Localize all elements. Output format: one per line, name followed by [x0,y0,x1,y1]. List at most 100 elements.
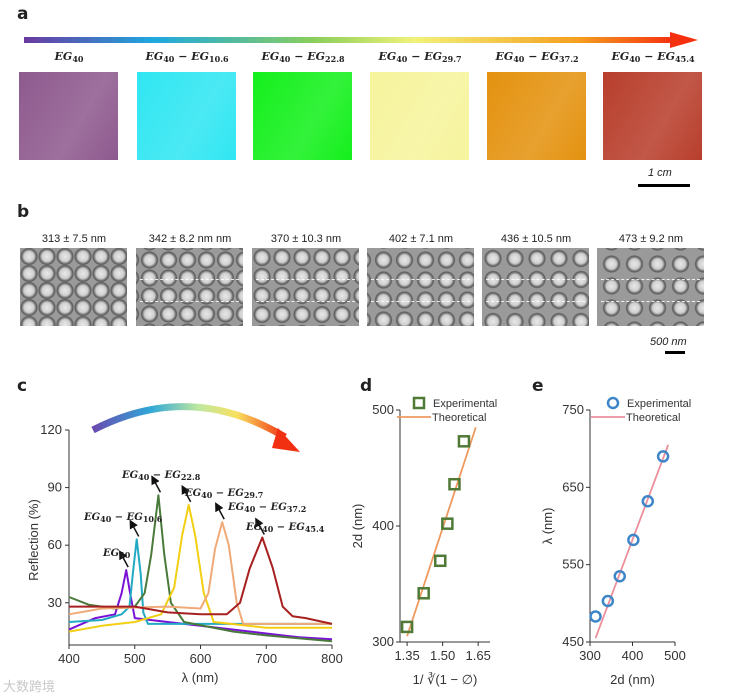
d-y-tick-label: 300 [372,634,394,649]
sem-image [367,248,474,326]
spectrum-label: EG40 [103,548,131,560]
sample-label: EG40 − EG10.6 [145,50,229,64]
panel-e-label: e [532,376,544,396]
d-legend-theoretical: Theoretical [432,412,486,424]
d-theoretical-line [406,427,477,637]
dashed-row-line [371,279,470,281]
panel-b-label: b [17,202,30,222]
d-x-tick-label: 1.35 [394,648,419,663]
e-data-point [641,495,655,508]
d-x-axis-label: 1/ ∛(1 − ∅) [413,672,478,687]
panel-d-label: d [360,376,373,396]
d-legend-marker [412,396,426,410]
e-theoretical-line [594,444,670,639]
particle-size-label: 436 ± 10.5 nm [500,233,572,245]
dashed-row-line [256,301,355,303]
d-data-point [457,435,471,448]
e-x-tick-label: 300 [579,648,601,663]
dashed-row-line [486,301,585,303]
e-data-point [601,594,615,608]
sample-label: EG40 [54,50,84,64]
peak-arrow [119,550,129,568]
watermark: 大数跨境 [3,679,56,694]
color-shift-arrow [91,403,287,441]
e-data-point [589,610,602,623]
sample-swatch [487,72,586,160]
d-data-point [417,587,430,600]
d-x-tick-label: 1.50 [430,648,455,663]
sample-label: EG40 − EG22.8 [261,50,345,64]
e-data-point [613,570,626,583]
particle-size-label: 402 ± 7.1 nm [388,233,454,245]
spectrum-label: EG40 − EG29.7 [185,488,264,500]
dashed-row-line [486,279,585,281]
e-y-tick-label: 650 [562,479,584,494]
e-data-point [656,450,670,463]
c-x-tick-label: 400 [58,651,80,666]
c-x-tick-label: 700 [255,651,277,666]
peak-arrow [255,517,265,535]
particle-size-label: 473 ± 9.2 nm [618,233,684,245]
d-x-tick-label: 1.65 [466,648,491,663]
sample-swatch [253,72,352,160]
sample-swatch [603,72,702,160]
dashed-row-line [140,279,239,281]
peak-arrow [151,475,162,493]
scale-bar-500nm [665,351,685,354]
e-y-tick-label: 450 [562,634,584,649]
dashed-row-line [371,301,470,303]
c-y-tick-label: 120 [40,422,62,437]
spectrum-label: EG40 − EG37.2 [228,502,307,514]
panel-c-label: c [17,376,28,396]
sem-image [252,248,359,326]
e-legend-marker [606,396,620,410]
spectrum-label: EG40 − EG10.6 [84,512,163,524]
c-y-tick-label: 30 [48,595,62,610]
c-x-tick-label: 600 [190,651,212,666]
dashed-row-line [140,301,239,303]
spectrum-line [68,503,332,633]
d-y-tick-label: 500 [372,402,394,417]
e-y-axis-label: λ (nm) [540,508,555,545]
d-y-tick-label: 400 [372,518,394,533]
dashed-row-line [256,279,355,281]
scale-bar-1cm [638,184,690,187]
c-x-tick-label: 500 [124,651,146,666]
e-legend-theoretical: Theoretical [626,412,680,424]
sample-swatch [370,72,469,160]
peak-arrow [129,519,140,537]
c-y-axis-label: Reflection (%) [26,499,41,581]
e-x-axis-label: 2d (nm) [610,672,655,687]
spectrum-line [69,536,333,625]
sample-swatch [19,72,118,160]
d-legend-experimental: Experimental [433,398,497,410]
dashed-row-line [601,279,700,281]
particle-size-label: 342 ± 8.2 nm nm [148,233,232,245]
sem-image [136,248,243,326]
c-y-tick-label: 60 [48,537,62,552]
sem-image [20,248,127,326]
color-gradient-arrow [24,32,698,48]
e-x-tick-label: 400 [622,648,644,663]
sample-swatch [137,72,236,160]
c-x-axis-label: λ (nm) [182,670,219,685]
sem-image [597,248,704,326]
peak-arrow [215,502,225,520]
c-y-tick-label: 90 [48,480,62,495]
sem-image [482,248,589,326]
peak-arrow [181,484,192,503]
color-shift-arrowhead [272,428,300,452]
e-legend-experimental: Experimental [627,398,691,410]
d-data-point [434,554,447,568]
particle-size-label: 370 ± 10.3 nm [270,233,342,245]
sample-label: EG40 − EG29.7 [378,50,462,64]
d-y-axis-label: 2d (nm) [350,504,365,549]
d-data-point [400,620,414,634]
sample-label: EG40 − EG45.4 [611,50,695,64]
e-y-tick-label: 550 [562,557,584,572]
d-data-point [441,517,454,530]
dashed-row-line [601,301,700,303]
spectrum-line [68,569,333,641]
panel-a-label: a [17,4,29,24]
